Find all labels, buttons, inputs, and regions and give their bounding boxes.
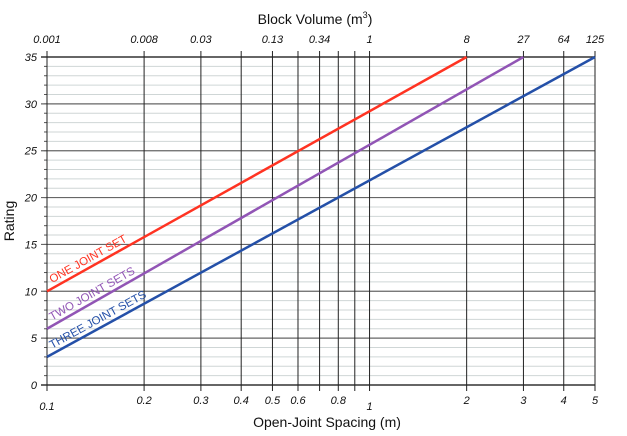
x-tick-label: 5 (592, 395, 599, 407)
series-line (46, 55, 596, 358)
x-axis-title: Open-Joint Spacing (m) (253, 414, 401, 430)
x-tick-label: 0.3 (193, 395, 209, 407)
y-tick-label: 30 (25, 99, 38, 111)
y-tick-label: 10 (25, 286, 38, 298)
y-tick-label: 20 (24, 193, 38, 205)
top-axis-title: Block Volume (m3) (258, 10, 373, 27)
series-line (46, 55, 468, 293)
top-tick-label: 8 (464, 34, 471, 46)
x-tick-label: 0.4 (234, 395, 249, 407)
y-tick-label: 15 (25, 239, 38, 251)
y-tick-label: 0 (31, 380, 38, 392)
x-tick-label: 3 (520, 395, 527, 407)
x-tick-label: 0.2 (136, 395, 151, 407)
top-tick-label: 27 (516, 34, 530, 46)
series-line (46, 55, 525, 330)
top-tick-label: 0.34 (309, 34, 330, 46)
top-tick-label: 0.001 (33, 34, 61, 46)
x-tick-label: 0.5 (265, 395, 281, 407)
top-tick-label: 0.008 (130, 34, 158, 46)
x-tick-label: 4 (561, 395, 567, 407)
y-axis-title: Rating (1, 201, 17, 241)
x-tick-label: 0.1 (39, 401, 54, 413)
x-tick-label: 0.6 (290, 395, 306, 407)
top-tick-label: 64 (558, 34, 570, 46)
y-tick-label: 5 (31, 333, 38, 345)
top-tick-label: 0.03 (190, 34, 212, 46)
x-tick-label: 2 (463, 395, 470, 407)
x-tick-label: 1 (366, 401, 372, 413)
top-tick-label: 0.13 (262, 34, 284, 46)
y-tick-label: 25 (24, 146, 38, 158)
y-tick-label: 35 (25, 52, 38, 64)
x-tick-label: 0.8 (331, 395, 347, 407)
top-tick-label: 125 (586, 34, 605, 46)
top-tick-label: 1 (366, 34, 372, 46)
